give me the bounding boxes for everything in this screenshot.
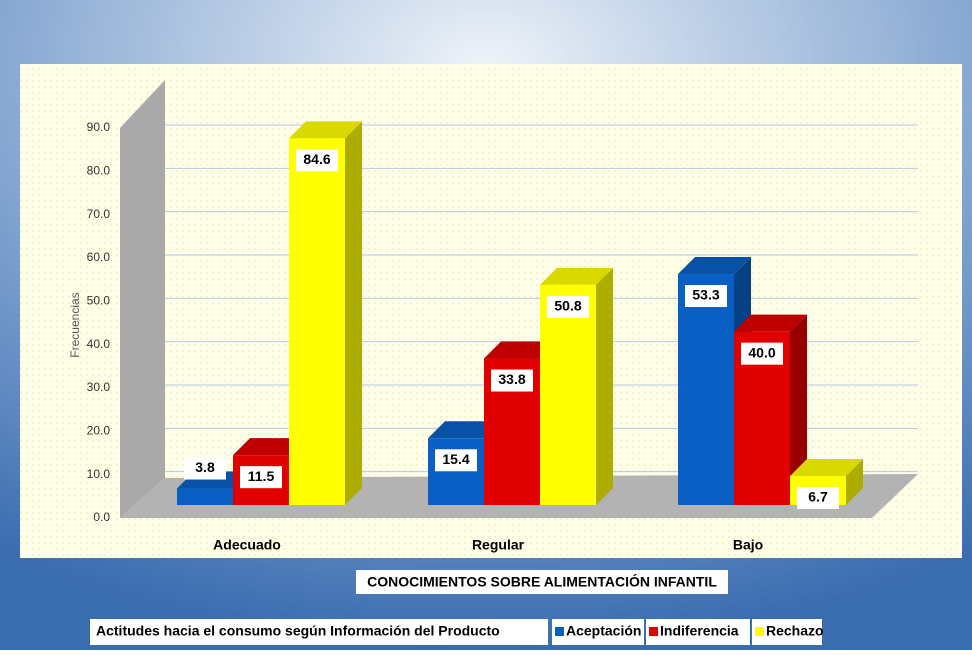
x-axis-title: CONOCIMIENTOS SOBRE ALIMENTACIÓN INFANTI… xyxy=(367,573,717,590)
data-label: 33.8 xyxy=(498,371,525,387)
data-label: 50.8 xyxy=(554,298,581,314)
bar-side xyxy=(846,458,863,505)
legend-label: Aceptación xyxy=(566,623,641,639)
y-tick-label: 10.0 xyxy=(87,467,111,481)
x-tick-label: Adecuado xyxy=(213,537,281,553)
bar-top xyxy=(428,421,501,439)
data-label-box xyxy=(797,486,839,509)
x-tick-label: Regular xyxy=(472,537,525,553)
data-label-box xyxy=(184,457,226,480)
data-label-box xyxy=(435,449,477,472)
data-label-box xyxy=(296,149,338,172)
y-tick-label: 80.0 xyxy=(87,164,111,178)
y-tick-label: 70.0 xyxy=(87,207,111,221)
bar-top xyxy=(790,458,863,476)
legend-swatch xyxy=(649,627,658,636)
legend-label: Indiferencia xyxy=(660,623,739,639)
bar-top xyxy=(484,341,557,359)
data-label: 6.7 xyxy=(808,489,828,505)
data-label-box xyxy=(685,285,727,308)
y-tick-label: 90.0 xyxy=(87,120,111,134)
data-label: 11.5 xyxy=(248,468,275,484)
x-tick-label: Bajo xyxy=(733,537,763,553)
bar xyxy=(289,138,345,505)
legend-title: Actitudes hacia el consumo según Informa… xyxy=(96,623,500,639)
bar-top xyxy=(734,314,807,332)
bar-top xyxy=(678,257,751,275)
legend-box xyxy=(552,619,644,645)
bar-side xyxy=(596,267,613,505)
legend-swatch xyxy=(755,627,764,636)
bar-top xyxy=(289,121,362,139)
bar-side xyxy=(345,121,362,506)
y-tick-label: 20.0 xyxy=(87,424,111,438)
bar xyxy=(177,488,233,505)
data-label: 15.4 xyxy=(442,451,469,467)
bar-top xyxy=(233,438,306,456)
bar-side xyxy=(790,314,807,505)
side-wall xyxy=(120,80,165,518)
legend-swatch xyxy=(555,627,564,636)
bar xyxy=(540,284,596,505)
data-label-box xyxy=(547,295,589,318)
legend-label: Rechazo xyxy=(766,623,824,639)
data-label-box xyxy=(491,369,533,392)
y-tick-label: 60.0 xyxy=(87,250,111,264)
data-label: 53.3 xyxy=(692,287,719,303)
x-axis-title-box xyxy=(356,570,728,594)
data-label: 3.8 xyxy=(195,459,215,475)
data-label-box xyxy=(741,342,783,365)
legend-box xyxy=(646,619,750,645)
y-axis-title: Frecuencias xyxy=(68,292,82,357)
y-tick-label: 0.0 xyxy=(93,510,110,524)
y-tick-label: 50.0 xyxy=(87,294,111,308)
legend-title-box xyxy=(90,619,548,645)
bar xyxy=(678,274,734,505)
y-tick-label: 40.0 xyxy=(87,337,111,351)
y-tick-label: 30.0 xyxy=(87,380,111,394)
bar xyxy=(428,438,484,505)
data-label: 84.6 xyxy=(303,151,330,167)
data-label: 40.0 xyxy=(748,344,775,360)
bar-top xyxy=(540,267,613,285)
data-label-box xyxy=(240,466,282,489)
